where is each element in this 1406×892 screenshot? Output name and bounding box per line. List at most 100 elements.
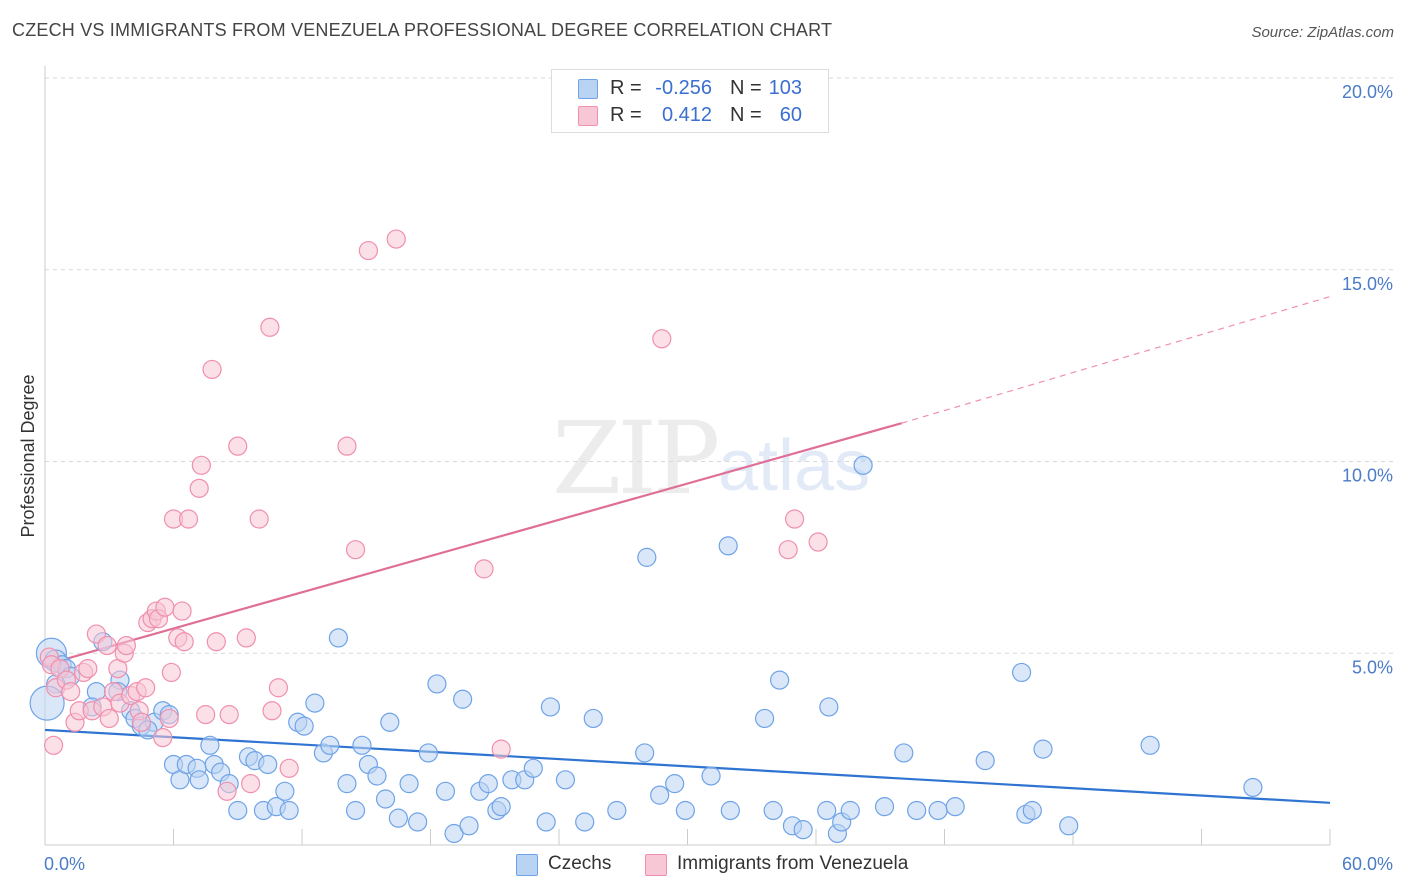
czech-point xyxy=(793,820,813,840)
legend-swatch-venezuela xyxy=(645,854,667,876)
series-legend: Czechs Immigrants from Venezuela xyxy=(0,852,1406,878)
venezuela-point xyxy=(61,681,81,702)
czech-point xyxy=(345,800,366,821)
venezuela-point xyxy=(153,728,173,748)
czech-point xyxy=(375,789,396,809)
czech-point xyxy=(328,628,349,648)
venezuela-point xyxy=(386,229,406,249)
venezuela-point xyxy=(652,329,672,349)
czech-point xyxy=(1140,735,1160,755)
legend-swatch-czechs xyxy=(516,854,538,876)
czech-point xyxy=(840,800,860,821)
czech-point xyxy=(675,800,695,821)
x-tick-label-max: 60.0% xyxy=(1342,854,1393,874)
venezuela-point xyxy=(491,739,511,759)
venezuela-point xyxy=(206,632,226,652)
x-tick-label-min: 0.0% xyxy=(44,854,85,874)
czech-point xyxy=(418,743,438,763)
czech-point xyxy=(874,797,895,817)
y-tick-label: 20.0% xyxy=(1342,82,1393,102)
czech-point xyxy=(1011,662,1032,683)
data-points xyxy=(29,229,1263,844)
trend-extension xyxy=(901,296,1331,424)
venezuela-point xyxy=(778,540,798,560)
r-value: -0.256 xyxy=(655,77,712,99)
venezuela-point xyxy=(99,708,119,729)
venezuela-point xyxy=(345,540,366,560)
legend-row-czechs: R = -0.256 N = 103 xyxy=(552,75,828,101)
czech-point xyxy=(258,754,278,775)
venezuela-point xyxy=(260,317,280,337)
venezuela-point xyxy=(178,509,199,529)
czech-point xyxy=(367,766,387,786)
venezuela-point xyxy=(116,635,136,656)
venezuela-point xyxy=(174,632,194,652)
czech-point xyxy=(575,812,595,832)
legend-label: Czechs xyxy=(548,853,612,874)
grid-lines xyxy=(45,77,1395,654)
czech-point xyxy=(583,708,603,729)
venezuela-point xyxy=(202,359,222,380)
y-tick-label: 10.0% xyxy=(1342,466,1393,486)
czech-point xyxy=(435,781,456,801)
czech-point xyxy=(491,797,511,817)
venezuela-point xyxy=(474,559,494,579)
venezuela-point xyxy=(217,781,237,801)
czech-point xyxy=(536,812,556,832)
czech-point xyxy=(819,697,839,717)
venezuela-point xyxy=(262,701,282,721)
czech-point xyxy=(975,751,995,771)
czech-point xyxy=(352,735,372,755)
venezuela-point xyxy=(337,436,357,456)
czech-point xyxy=(701,766,721,786)
legend-label: Immigrants from Venezuela xyxy=(677,853,909,874)
venezuela-point xyxy=(279,758,299,778)
czech-point xyxy=(459,816,479,836)
venezuela-point xyxy=(97,635,117,656)
czech-point xyxy=(635,743,655,763)
czech-point xyxy=(294,716,314,736)
venezuela-point xyxy=(131,712,151,732)
czech-point xyxy=(388,808,408,828)
czech-point xyxy=(380,712,400,732)
venezuela-point xyxy=(358,240,378,261)
czech-point xyxy=(279,800,299,821)
czech-point xyxy=(817,800,837,821)
venezuela-point xyxy=(172,601,192,621)
venezuela-point xyxy=(808,532,828,552)
czech-point xyxy=(754,708,775,729)
venezuela-point xyxy=(136,678,156,698)
venezuela-point xyxy=(155,597,175,617)
venezuela-point xyxy=(228,436,248,456)
correlation-legend: R = -0.256 N = 103 R = 0.412 N = 60 xyxy=(551,69,829,133)
czech-point xyxy=(399,774,419,794)
source-label: Source: ZipAtlas.com xyxy=(1251,24,1394,41)
y-tick-label: 5.0% xyxy=(1352,657,1393,677)
czech-point xyxy=(945,797,965,817)
czech-point xyxy=(189,770,209,790)
venezuela-point xyxy=(249,509,269,529)
czech-point xyxy=(637,547,657,567)
czech-point xyxy=(320,735,340,755)
trend-line-venezuela xyxy=(44,422,902,666)
czech-point xyxy=(650,785,670,805)
czech-point xyxy=(427,674,447,694)
czech-point xyxy=(720,800,740,821)
legend-row-venezuela: R = 0.412 N = 60 xyxy=(552,102,828,128)
axis-labels: 5.0% 10.0% 15.0% 20.0% 0.0% 60.0% Professional… xyxy=(18,82,1393,874)
n-label: N = xyxy=(730,104,762,126)
legend-swatch-czechs xyxy=(578,79,598,99)
r-value: 0.412 xyxy=(661,104,712,126)
czech-point xyxy=(928,800,948,821)
y-axis-label: Professional Degree xyxy=(18,374,38,537)
venezuela-point xyxy=(191,455,211,475)
legend-swatch-venezuela xyxy=(578,106,598,126)
czech-point xyxy=(228,800,248,821)
y-tick-label: 15.0% xyxy=(1342,274,1393,294)
czech-point xyxy=(1059,816,1079,836)
czech-point xyxy=(607,800,627,821)
r-label: R = xyxy=(610,77,642,99)
czech-point xyxy=(555,770,576,790)
n-value: 103 xyxy=(768,77,802,99)
czech-point xyxy=(1033,739,1053,759)
